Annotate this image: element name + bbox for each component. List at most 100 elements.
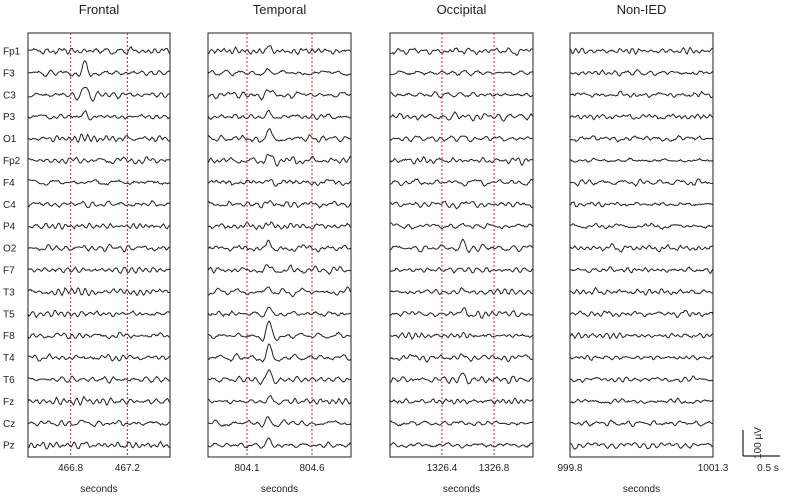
channel-label-pz: Pz [3, 441, 15, 452]
trace-o1 [389, 135, 534, 143]
channel-label-fz: Fz [3, 397, 14, 408]
trace-t5 [207, 306, 352, 318]
trace-f7 [207, 264, 352, 276]
trace-o1 [569, 134, 714, 143]
panel-title: Non-IED [617, 2, 667, 17]
x-tick-label: 466.8 [58, 463, 83, 474]
trace-p4 [207, 221, 352, 231]
trace-o2 [389, 238, 534, 254]
trace-t6 [569, 375, 713, 383]
trace-f8 [207, 320, 352, 342]
trace-t6 [207, 368, 352, 386]
channel-label-f7: F7 [3, 266, 15, 277]
panel-frame [27, 32, 171, 458]
trace-t4 [27, 353, 171, 362]
x-tick-label: 804.1 [234, 463, 259, 474]
x-axis-label: seconds [443, 484, 480, 495]
channel-label-t4: T4 [3, 353, 15, 364]
channel-label-fp2: Fp2 [3, 156, 21, 167]
trace-c4 [389, 200, 534, 210]
trace-fp2 [27, 156, 171, 165]
channel-label-t5: T5 [3, 309, 15, 320]
panel-title: Temporal [253, 2, 307, 17]
trace-t5 [389, 307, 534, 319]
trace-fz [569, 397, 714, 405]
trace-c3 [207, 89, 352, 101]
trace-cz [27, 419, 171, 428]
trace-t6 [27, 375, 171, 384]
trace-c3 [27, 86, 171, 102]
trace-c4 [569, 201, 714, 208]
trace-t5 [569, 310, 714, 319]
trace-fp2 [569, 157, 714, 163]
trace-cz [570, 419, 714, 428]
channel-label-cz: Cz [3, 419, 15, 430]
trace-t5 [27, 309, 171, 319]
panel-frame [207, 32, 352, 458]
trace-f4 [389, 178, 534, 187]
x-axis-label: seconds [623, 484, 660, 495]
trace-t4 [389, 353, 534, 363]
trace-fp2 [207, 153, 352, 167]
trace-f4 [207, 179, 352, 187]
trace-fp2 [389, 156, 533, 166]
trace-c4 [27, 199, 171, 209]
x-tick-label: 999.8 [557, 463, 582, 474]
channel-label-o1: O1 [3, 134, 17, 145]
trace-cz [389, 420, 534, 427]
trace-o1 [27, 133, 171, 143]
trace-p3 [569, 113, 714, 121]
trace-p4 [569, 222, 714, 230]
trace-t6 [389, 372, 534, 385]
trace-f4 [569, 178, 714, 187]
channel-label-t6: T6 [3, 375, 15, 386]
scale-bar-amplitude-label: 100 µV [753, 427, 764, 459]
x-tick-label: 1001.3 [698, 463, 729, 474]
channel-label-f8: F8 [3, 331, 15, 342]
trace-pz [569, 442, 714, 450]
channel-label-fp1: Fp1 [3, 47, 21, 58]
channel-label-o2: O2 [3, 244, 17, 255]
trace-p3 [27, 109, 171, 121]
trace-fz [27, 395, 171, 407]
x-axis-label: seconds [261, 484, 298, 495]
x-tick-label: 467.2 [115, 463, 140, 474]
trace-fp1 [207, 45, 352, 56]
trace-c3 [389, 91, 534, 99]
panel-frame [389, 32, 534, 458]
trace-t4 [569, 354, 714, 362]
trace-fz [207, 395, 352, 406]
scale-bar: 100 µV 0.5 s [742, 427, 780, 474]
panel-frame [569, 32, 714, 458]
trace-fp1 [27, 46, 171, 55]
trace-o2 [207, 239, 352, 253]
trace-o2 [27, 243, 171, 253]
trace-p4 [27, 222, 171, 231]
trace-f3 [389, 69, 534, 77]
trace-f7 [27, 266, 171, 275]
trace-fp1 [569, 46, 714, 56]
x-tick-label: 1326.8 [479, 463, 510, 474]
trace-f7 [569, 266, 714, 275]
trace-p3 [207, 109, 352, 121]
trace-f3 [569, 69, 714, 77]
channel-label-f4: F4 [3, 178, 15, 189]
panel-frontal: Frontal Fp1 F3 C3 P3 O1 Fp2 F4 C4 P4 O2 F7 T3 T5 F8 T4 T… [3, 2, 171, 495]
trace-o1 [207, 128, 352, 143]
trace-f8 [569, 332, 714, 340]
trace-t4 [207, 343, 352, 363]
trace-f4 [27, 179, 171, 186]
trace-f8 [27, 332, 171, 340]
trace-pz [389, 442, 534, 449]
trace-p3 [389, 110, 534, 122]
panel-title: Occipital [437, 2, 487, 17]
trace-p4 [389, 222, 534, 230]
panel-title: Frontal [79, 2, 120, 17]
scale-bar-time-label: 0.5 s [757, 463, 779, 474]
channel-label-p3: P3 [3, 112, 16, 123]
panel-occipital: Occipital 1326.4 1326.8 seconds [389, 2, 534, 495]
trace-t3 [27, 287, 171, 297]
trace-o2 [569, 242, 714, 254]
